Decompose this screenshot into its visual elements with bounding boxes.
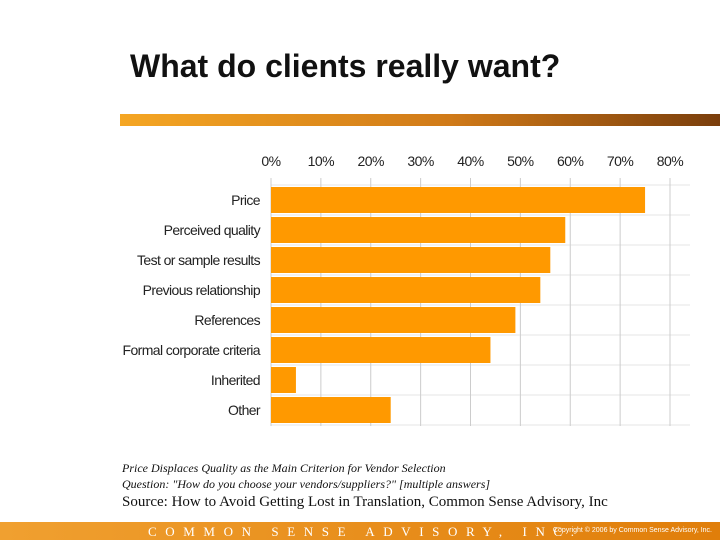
bar [271,217,566,243]
x-tick-label: 80% [657,153,684,169]
category-label: Price [231,192,261,208]
x-tick-label: 20% [357,153,384,169]
footer-copyright: Copyright © 2006 by Common Sense Advisor… [552,527,712,534]
x-tick-label: 70% [607,153,634,169]
bar [271,307,516,333]
bar [271,397,391,423]
footer-company-name: COMMON SENSE ADVISORY, INC. [148,524,583,539]
x-tick-label: 0% [261,153,280,169]
category-label: Inherited [211,372,260,388]
chart-caption-headline: Price Displaces Quality as the Main Crit… [122,461,446,475]
chart-axis-ticks: 0% 10% 20% 30% 40% 50% 60% 70% 80% [261,153,683,169]
chart-category-labels: Price Perceived quality Test or sample res… [123,192,262,418]
footer-bar [0,522,720,540]
x-tick-label: 50% [507,153,534,169]
x-tick-label: 30% [407,153,434,169]
bar [271,187,646,213]
category-label: Formal corporate criteria [123,342,261,358]
x-tick-label: 10% [308,153,335,169]
bar [271,337,491,363]
category-label: References [194,312,260,328]
slide-title: What do clients really want? [130,48,561,84]
title-underline-bar [120,114,720,126]
chart-bars [271,187,646,423]
bar [271,367,296,393]
category-label: Other [228,402,261,418]
bar [271,247,551,273]
chart-caption-question: Question: "How do you choose your vendor… [122,477,491,491]
source-citation: Source: How to Avoid Getting Lost in Tra… [122,494,608,510]
category-label: Previous relationship [143,282,261,298]
bar [271,277,541,303]
category-label: Test or sample results [137,252,261,268]
x-tick-label: 60% [557,153,584,169]
category-label: Perceived quality [164,222,261,238]
x-tick-label: 40% [457,153,484,169]
